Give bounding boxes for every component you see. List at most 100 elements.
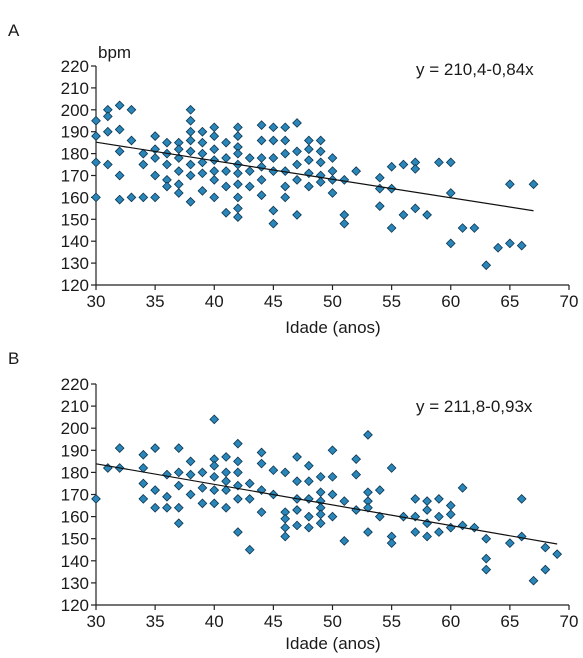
data-point-a [138, 192, 149, 203]
data-point-a [280, 122, 291, 133]
data-point-b [327, 511, 338, 522]
chart-panel-a: A bpm y = 210,4-0,84x Idade (anos) 120 13… [8, 21, 578, 337]
x-tick-label-a: 65 [500, 292, 519, 311]
data-point-b [150, 443, 160, 453]
y-axis-label-a: bpm [98, 43, 131, 62]
data-point-a [185, 196, 196, 207]
data-point-a [280, 135, 291, 146]
trend-line-a [95, 141, 534, 212]
y-tick-label-a: 140 [61, 232, 89, 251]
data-point-a [173, 166, 184, 176]
data-point-a [256, 175, 267, 185]
data-point-b [221, 485, 231, 495]
data-point-a [339, 218, 350, 229]
data-point-b [138, 478, 149, 489]
data-point-a [162, 137, 172, 148]
y-tick-label-a: 190 [61, 123, 89, 142]
data-point-b [209, 414, 220, 425]
y-tick-label-b: 190 [61, 441, 89, 460]
y-tick-label-a: 120 [61, 276, 89, 295]
data-point-b [221, 502, 231, 513]
data-point-b [422, 505, 432, 515]
data-point-b [516, 531, 527, 542]
data-point-a [185, 159, 196, 170]
data-point-b [351, 469, 362, 480]
data-point-b [434, 511, 444, 522]
data-point-b [91, 494, 101, 504]
x-axis-label-b: Idade (anos) [285, 634, 380, 653]
y-tick-label-a: 130 [61, 254, 89, 273]
data-point-a [315, 157, 326, 168]
data-point-b [552, 549, 563, 560]
data-point-a [327, 188, 338, 198]
data-point-a [185, 115, 196, 126]
data-point-a [233, 168, 243, 179]
data-point-b [315, 509, 326, 520]
data-point-b [221, 476, 231, 487]
data-point-b [233, 456, 243, 467]
data-point-b [351, 454, 362, 465]
data-point-b [363, 502, 373, 513]
data-point-a [516, 240, 527, 251]
data-point-b [386, 538, 397, 548]
data-point-b [374, 511, 385, 522]
data-point-b [540, 542, 551, 553]
data-point-a [233, 192, 243, 203]
data-point-a [233, 203, 243, 214]
data-point-b [303, 511, 314, 522]
data-point-a [280, 166, 291, 176]
data-point-b [150, 485, 160, 495]
y-tick-label-b: 180 [61, 463, 89, 482]
data-point-a [126, 104, 137, 115]
data-point-b [162, 469, 172, 480]
data-point-b [505, 538, 515, 548]
data-point-b [481, 533, 492, 544]
data-point-a [268, 218, 279, 229]
data-point-a [209, 166, 220, 176]
data-point-a [114, 170, 125, 181]
data-point-b [256, 507, 267, 518]
data-point-a [268, 205, 279, 216]
data-point-a [469, 223, 480, 233]
data-point-a [303, 181, 314, 192]
data-point-a [221, 207, 231, 218]
data-point-b [209, 498, 220, 509]
data-point-a [303, 155, 314, 166]
data-point-b [256, 447, 267, 458]
data-point-a [244, 153, 255, 163]
x-tick-label-b: 70 [560, 612, 579, 631]
data-point-a [410, 203, 421, 214]
data-point-a [209, 122, 220, 133]
x-axis-label-a: Idade (anos) [285, 318, 380, 337]
data-point-a [173, 144, 184, 155]
data-point-a [256, 153, 267, 163]
data-point-a [173, 188, 184, 198]
data-point-a [221, 137, 231, 148]
regression-equation-a: y = 210,4-0,84x [416, 60, 534, 79]
data-point-a [445, 238, 456, 249]
data-point-b [315, 518, 326, 529]
data-point-b [173, 443, 184, 453]
data-point-b [339, 536, 350, 546]
data-point-b [292, 452, 302, 462]
data-point-a [173, 153, 184, 163]
data-point-b [386, 463, 397, 473]
data-point-a [445, 188, 456, 198]
data-point-a [327, 153, 338, 163]
data-point-a [221, 181, 231, 192]
data-point-a [268, 166, 279, 176]
data-point-b [233, 438, 243, 449]
data-point-a [280, 192, 291, 203]
data-point-b [244, 494, 255, 504]
data-point-a [493, 242, 503, 253]
data-point-a [209, 192, 220, 203]
data-point-b [233, 494, 243, 504]
data-point-a [150, 131, 160, 141]
data-point-a [386, 223, 397, 233]
data-point-b [280, 531, 291, 542]
data-point-a [162, 181, 172, 192]
y-tick-label-b: 140 [61, 552, 89, 571]
data-point-a [233, 122, 243, 133]
data-point-a [91, 131, 101, 141]
